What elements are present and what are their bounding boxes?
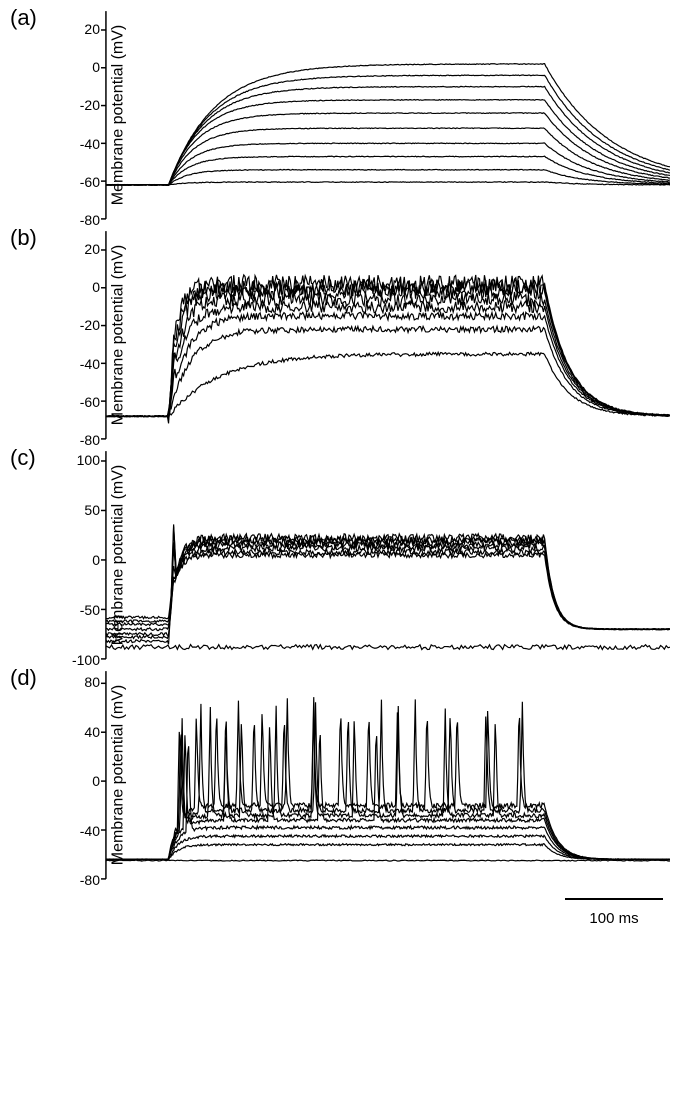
ytick: -60 xyxy=(65,174,100,190)
trace xyxy=(106,275,670,423)
trace xyxy=(106,706,670,860)
trace xyxy=(106,645,670,650)
plot-svg-c xyxy=(100,450,670,660)
panel-label-b: (b) xyxy=(10,225,37,251)
ytick: 0 xyxy=(65,59,100,75)
ytick: 0 xyxy=(65,552,100,568)
ytick: -40 xyxy=(65,356,100,372)
ytick: -20 xyxy=(65,317,100,333)
ytick: 20 xyxy=(65,241,100,257)
panel-b: (b)Membrane potential (mV)-80-60-40-2002… xyxy=(10,230,683,440)
ytick: 0 xyxy=(65,773,100,789)
ytick: 80 xyxy=(65,674,100,690)
ytick: -60 xyxy=(65,394,100,410)
panel-label-c: (c) xyxy=(10,445,36,471)
ytick: 100 xyxy=(65,452,100,468)
trace xyxy=(106,835,670,860)
panel-c: (c)Membrane potential (mV)-100-50050100 xyxy=(10,450,683,660)
panel-label-d: (d) xyxy=(10,665,37,691)
panel-d: (d)Membrane potential (mV)-80-4004080 xyxy=(10,670,683,880)
ytick: -80 xyxy=(65,432,100,448)
ytick: -80 xyxy=(65,212,100,228)
ytick: -100 xyxy=(65,652,100,668)
ytick: 40 xyxy=(65,724,100,740)
ytick: -50 xyxy=(65,602,100,618)
plot-svg-a xyxy=(100,10,670,220)
trace xyxy=(106,527,670,630)
plot-svg-d xyxy=(100,670,670,880)
ytick: 0 xyxy=(65,279,100,295)
ytick: -40 xyxy=(65,136,100,152)
ytick: -40 xyxy=(65,823,100,839)
ytick: -20 xyxy=(65,97,100,113)
scalebar-label: 100 ms xyxy=(565,910,663,927)
ytick: -80 xyxy=(65,872,100,888)
trace xyxy=(106,75,670,185)
ytick: 50 xyxy=(65,502,100,518)
trace xyxy=(106,182,670,186)
scalebar-line xyxy=(565,898,663,900)
scalebar: 100 ms xyxy=(100,890,683,928)
figure: (a)Membrane potential (mV)-80-60-40-2002… xyxy=(10,10,683,928)
panel-label-a: (a) xyxy=(10,5,37,31)
plot-svg-b xyxy=(100,230,670,440)
panel-a: (a)Membrane potential (mV)-80-60-40-2002… xyxy=(10,10,683,220)
trace xyxy=(106,860,670,861)
trace xyxy=(106,549,670,630)
ytick: 20 xyxy=(65,21,100,37)
